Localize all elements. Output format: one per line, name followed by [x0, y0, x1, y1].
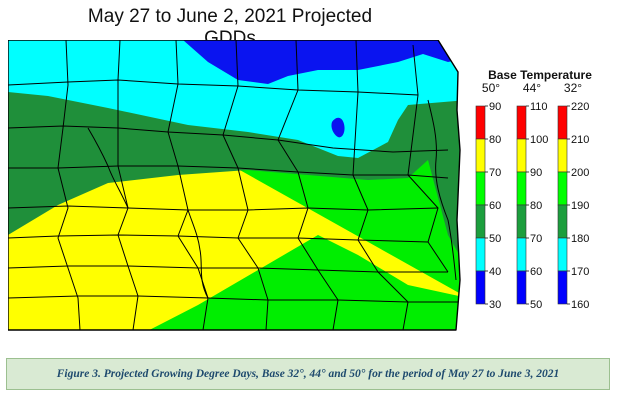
legend-tick-label: 190 — [571, 200, 589, 212]
legend-title: Base Temperature — [488, 68, 592, 82]
legend-swatch — [475, 138, 486, 173]
lake — [331, 117, 345, 138]
legend-swatch — [475, 237, 486, 272]
zone-blue — [183, 40, 460, 84]
legend-swatch — [516, 270, 527, 305]
legend-tick-label: 200 — [571, 167, 589, 179]
legend-bar-base-44: 110 100 90 80 70 60 50 — [516, 101, 548, 311]
legend-swatch — [516, 171, 527, 206]
gdd-zones — [8, 40, 460, 330]
legend-tick-label: 50 — [530, 299, 542, 311]
legend-swatch — [516, 204, 527, 239]
legend-swatch — [557, 138, 568, 173]
legend-tick-label: 110 — [530, 101, 548, 113]
legend-tick-label: 160 — [571, 299, 589, 311]
legend-swatch — [516, 138, 527, 173]
legend-tick-label: 70 — [489, 167, 501, 179]
legend-swatch — [475, 270, 486, 305]
legend-base-32: 32° — [563, 81, 583, 95]
figure-caption-box: Figure 3. Projected Growing Degree Days,… — [6, 358, 610, 390]
color-legend: 90 80 70 60 50 40 30 110 100 90 80 70 60 50 220 210 20… — [470, 96, 610, 321]
legend-swatch — [516, 237, 527, 272]
legend-base-44: 44° — [522, 81, 542, 95]
gdd-map-svg — [7, 39, 461, 331]
gdd-map — [7, 39, 466, 345]
legend-tick-label: 80 — [489, 134, 501, 146]
legend-tick-label: 90 — [489, 101, 501, 113]
legend-swatch — [557, 270, 568, 305]
figure-caption: Figure 3. Projected Growing Degree Days,… — [56, 368, 560, 380]
legend-tick-label: 60 — [530, 266, 542, 278]
legend-swatch — [557, 237, 568, 272]
legend-swatch — [475, 105, 486, 140]
legend-tick-label: 220 — [571, 101, 589, 113]
legend-swatch — [475, 171, 486, 206]
legend-tick-label: 170 — [571, 266, 589, 278]
legend-tick-label: 80 — [530, 200, 542, 212]
legend-tick-label: 50 — [489, 233, 501, 245]
county-borders — [7, 39, 461, 331]
legend-bar-base-32: 220 210 200 190 180 170 160 — [557, 101, 589, 311]
legend-swatch — [557, 171, 568, 206]
legend-tick-label: 180 — [571, 233, 589, 245]
legend-svg: 90 80 70 60 50 40 30 110 100 90 80 70 60 50 220 210 20… — [475, 101, 589, 311]
legend-swatch — [516, 105, 527, 140]
legend-tick-label: 70 — [530, 233, 542, 245]
legend-tick-label: 40 — [489, 266, 501, 278]
legend-tick-label: 30 — [489, 299, 501, 311]
legend-base-50: 50° — [481, 81, 501, 95]
legend-tick-label: 210 — [571, 134, 589, 146]
legend-bar-base-50: 90 80 70 60 50 40 30 — [475, 101, 501, 311]
legend-swatch — [557, 204, 568, 239]
legend-tick-label: 90 — [530, 167, 542, 179]
legend-swatch — [557, 105, 568, 140]
legend-tick-label: 60 — [489, 200, 501, 212]
legend-swatch — [475, 204, 486, 239]
legend-tick-label: 100 — [530, 134, 548, 146]
